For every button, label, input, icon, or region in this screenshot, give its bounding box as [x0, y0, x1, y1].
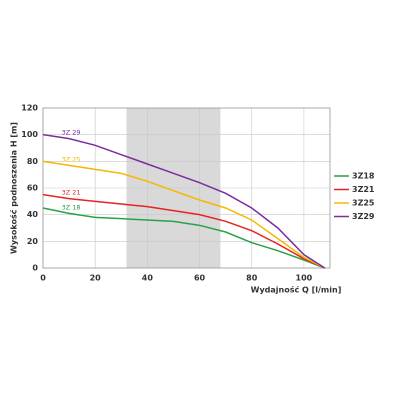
plot-frame [42, 107, 331, 269]
y-tick-label: 20 [27, 237, 39, 246]
y-tick-label: 120 [21, 104, 38, 113]
series-line [42, 160, 326, 269]
y-tick-label: 40 [27, 210, 39, 219]
x-tick-label: 0 [40, 274, 46, 283]
series-line [42, 207, 326, 269]
series-annotation: 3Z 18 [62, 203, 81, 211]
x-axis-label: Wydajność Q [l/min] [251, 285, 342, 295]
series-annotation: 3Z 25 [62, 155, 81, 163]
series-annotation: 3Z 29 [62, 129, 81, 137]
y-tick-label: 100 [21, 130, 38, 139]
series-line [42, 133, 326, 269]
series-line [42, 193, 326, 269]
legend-label: 3Z25 [352, 199, 375, 208]
y-tick-label: 60 [27, 184, 39, 193]
legend-label: 3Z21 [352, 185, 375, 194]
legend-label: 3Z29 [352, 212, 375, 221]
y-axis-label: Wysokość podnoszenia H [m] [9, 122, 19, 254]
y-tick-label: 0 [32, 264, 38, 273]
legend-label: 3Z18 [352, 172, 375, 181]
series-annotation: 3Z 21 [62, 189, 81, 197]
y-tick-label: 80 [27, 157, 39, 166]
x-tick-label: 40 [142, 274, 154, 283]
x-tick-label: 100 [296, 274, 313, 283]
x-tick-label: 20 [90, 274, 102, 283]
x-tick-label: 80 [246, 274, 258, 283]
x-tick-label: 60 [194, 274, 206, 283]
